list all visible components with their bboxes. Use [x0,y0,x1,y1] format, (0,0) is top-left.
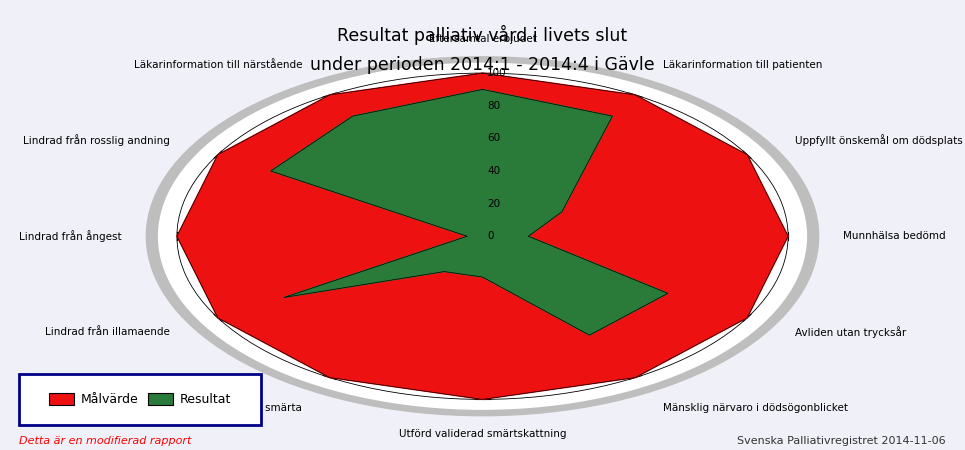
Ellipse shape [158,63,807,409]
Text: 100: 100 [487,68,507,78]
Text: Avliden utan trycksår: Avliden utan trycksår [795,327,906,338]
Text: 0: 0 [487,231,493,241]
Ellipse shape [147,57,818,416]
Text: Lindrad från illamaende: Lindrad från illamaende [45,328,170,338]
Text: Lindrad från rosslig andning: Lindrad från rosslig andning [23,134,170,146]
Text: Lindrad från ångest: Lindrad från ångest [19,230,122,242]
Legend: Målvärde, Resultat: Målvärde, Resultat [44,387,235,411]
Text: Utförd validerad smärtskattning: Utförd validerad smärtskattning [399,429,566,439]
Text: Munnhälsa bedömd: Munnhälsa bedömd [843,231,946,241]
Polygon shape [177,73,788,400]
Text: under perioden 2014:1 - 2014:4 i Gävle: under perioden 2014:1 - 2014:4 i Gävle [310,56,655,74]
Polygon shape [271,90,668,335]
Text: Mänsklig närvaro i dödsögonblicket: Mänsklig närvaro i dödsögonblicket [663,403,848,413]
Text: Läkarinformation till närstående: Läkarinformation till närstående [134,59,302,70]
Text: Lindrad från smärta: Lindrad från smärta [199,403,302,413]
Text: Detta är en modifierad rapport: Detta är en modifierad rapport [19,436,192,446]
FancyBboxPatch shape [19,374,261,425]
Text: Läkarinformation till patienten: Läkarinformation till patienten [663,59,822,70]
Text: 40: 40 [487,166,500,176]
Text: Uppfyllt önskemål om dödsplats: Uppfyllt önskemål om dödsplats [795,134,962,146]
Text: 60: 60 [487,133,500,144]
Text: 80: 80 [487,101,500,111]
Text: 20: 20 [487,198,500,209]
Text: Resultat palliativ vård i livets slut: Resultat palliativ vård i livets slut [338,25,627,45]
Text: Svenska Palliativregistret 2014-11-06: Svenska Palliativregistret 2014-11-06 [737,436,946,446]
Text: Eftersamtal erbjudet: Eftersamtal erbjudet [428,34,537,44]
